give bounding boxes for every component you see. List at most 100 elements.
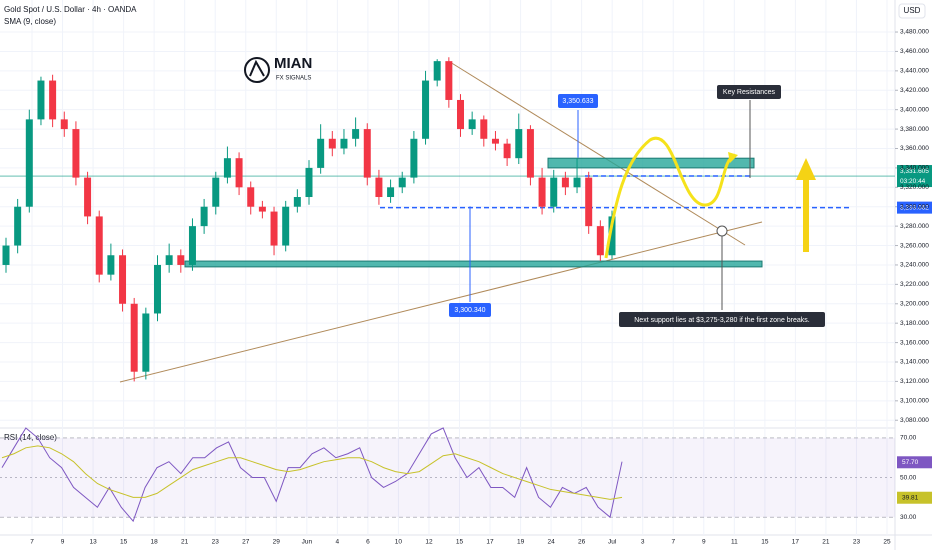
- y-tick-label: 3,100.000: [900, 398, 929, 405]
- projection-arrowhead: [728, 152, 738, 163]
- x-tick-label: 18: [151, 539, 159, 546]
- y-tick-label: 3,160.000: [900, 339, 929, 346]
- price-zone: [184, 260, 763, 268]
- marker-box: [558, 94, 598, 108]
- candle-body: [188, 226, 196, 265]
- y-tick-label: 3,180.000: [900, 320, 929, 327]
- projection-curve: [604, 136, 736, 259]
- candle-body: [200, 206, 208, 227]
- candle-body: [165, 255, 173, 265]
- currency[interactable]: USD: [904, 6, 921, 15]
- x-tick-label: 29: [273, 539, 281, 546]
- marker-box: [449, 303, 491, 317]
- candle-body: [596, 226, 604, 256]
- y-tick-label: 3,480.000: [900, 29, 929, 36]
- x-tick-label: 17: [486, 539, 494, 546]
- candle-body: [457, 99, 464, 130]
- price-badge-label: 3,331.605: [900, 168, 929, 175]
- x-tick-label: 10: [395, 539, 403, 546]
- x-tick-label: 25: [883, 539, 891, 546]
- x-tick-label: 15: [761, 539, 769, 546]
- x-tick-label: 6: [366, 539, 370, 546]
- up-arrow: [796, 158, 816, 252]
- candle-body: [503, 143, 511, 159]
- x-tick-label: 12: [425, 539, 433, 546]
- candle-body: [433, 61, 441, 81]
- candle-body: [154, 264, 161, 314]
- y-tick-label: 3,240.000: [900, 262, 929, 269]
- candle-body: [573, 177, 581, 188]
- y-tick-label: 3,440.000: [900, 68, 929, 75]
- price-badge-label: 3,299.062: [900, 204, 929, 211]
- candle-body: [561, 177, 569, 188]
- marker-label: 3,350.633: [562, 98, 593, 105]
- x-tick-label: 7: [671, 539, 675, 546]
- y-tick-label: 3,460.000: [900, 48, 929, 55]
- y-tick-label: 3,360.000: [900, 145, 929, 152]
- y-tick-label: 3,420.000: [900, 87, 929, 94]
- candle-body: [375, 177, 383, 198]
- candle-body: [142, 313, 150, 372]
- x-tick-label: 9: [702, 539, 706, 546]
- rsi-badge-label: 39.81: [902, 494, 919, 501]
- x-tick-label: 21: [181, 539, 189, 546]
- x-tick-label: Jul: [608, 539, 617, 546]
- candle-body: [60, 119, 68, 130]
- x-tick-label: 9: [61, 539, 65, 546]
- candle-body: [515, 129, 523, 159]
- x-tick-label: 23: [212, 539, 220, 546]
- annotation: Key Resistances: [723, 89, 776, 96]
- candle-body: [305, 167, 313, 198]
- candle-body: [2, 245, 10, 265]
- countdown: 03:20:44: [900, 178, 926, 185]
- candle-body: [538, 177, 546, 207]
- candle-body: [14, 206, 22, 246]
- candle-body: [25, 119, 33, 207]
- candle-body: [130, 303, 138, 372]
- x-tick-label: 24: [547, 539, 555, 546]
- candle-body: [49, 80, 57, 120]
- y-tick-label: 3,080.000: [900, 417, 929, 424]
- logo-icon: [244, 57, 270, 83]
- candle-body: [282, 206, 290, 246]
- candle-body: [608, 216, 616, 256]
- candle-body: [223, 158, 231, 178]
- marker-label: 3,300.340: [454, 307, 485, 314]
- candle-body: [352, 129, 360, 139]
- candle-body: [293, 197, 301, 207]
- trend-line: [449, 61, 746, 246]
- candle-body: [526, 129, 534, 178]
- price-zone: [547, 157, 755, 169]
- candle-body: [468, 119, 476, 130]
- candle-body: [258, 206, 266, 212]
- x-tick-label: 15: [120, 539, 128, 546]
- x-tick-label: Jun: [302, 539, 313, 546]
- y-tick-label: 3,320.000: [900, 184, 929, 191]
- y-tick-label: 3,140.000: [900, 359, 929, 366]
- candle-body: [235, 158, 243, 188]
- candle-body: [491, 138, 499, 144]
- candle-body: [422, 80, 430, 139]
- y-tick-label: 3,400.000: [900, 106, 929, 113]
- currency-box[interactable]: [898, 3, 926, 19]
- x-tick-label: 21: [822, 539, 830, 546]
- y-tick-label: 3,200.000: [900, 300, 929, 307]
- annotation-box: [619, 312, 825, 327]
- rsi-badge: [897, 491, 932, 504]
- candle-body: [480, 119, 488, 139]
- rsi-tick-label: 30.00: [900, 514, 917, 521]
- annotation: Next support lies at $3,275-3,280 if the…: [634, 317, 810, 324]
- y-tick-label: 3,220.000: [900, 281, 929, 288]
- indicator-label: SMA (9, close): [4, 17, 56, 26]
- candle-body: [585, 177, 593, 227]
- x-tick-label: 7: [30, 539, 34, 546]
- candle-body: [247, 187, 255, 207]
- candle-body: [328, 138, 336, 149]
- x-tick-label: 17: [792, 539, 800, 546]
- candle-body: [340, 138, 348, 149]
- rsi-badge: [897, 456, 932, 469]
- logo-sub: FX SIGNALS: [276, 76, 311, 82]
- candle-body: [84, 177, 92, 217]
- trend-line: [119, 221, 763, 383]
